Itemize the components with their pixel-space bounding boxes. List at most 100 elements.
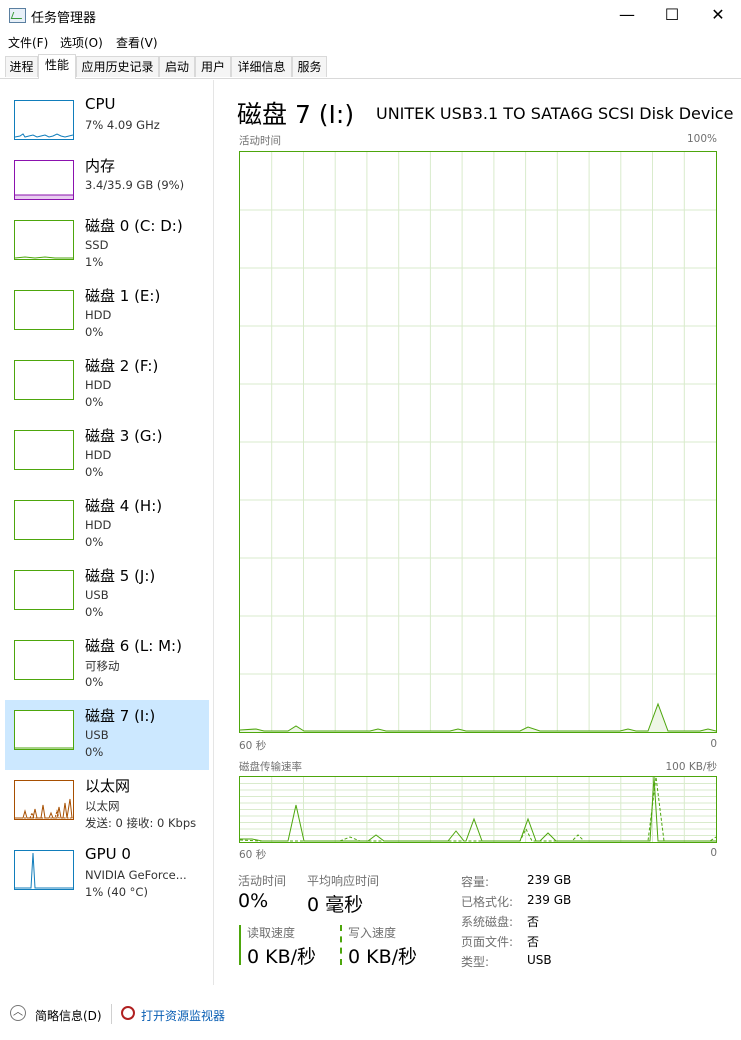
- active-time-graph: [239, 151, 717, 733]
- sidebar-item-usage: 0%: [85, 465, 104, 479]
- sidebar-item-name: 内存: [85, 157, 116, 175]
- sidebar-item-type: SSD: [85, 238, 109, 252]
- active-time-label: 活动时间: [238, 874, 287, 888]
- sidebar-item-disk-4[interactable]: 磁盘 4 (H:) HDD 0%: [5, 490, 209, 560]
- menu-view[interactable]: 查看(V): [116, 36, 158, 50]
- sidebar-item-disk-6[interactable]: 磁盘 6 (L: M:) 可移动 0%: [5, 630, 209, 700]
- fewer-details-link[interactable]: 简略信息(D): [35, 1009, 102, 1023]
- cpu-thumbnail-graph: [14, 100, 74, 140]
- tab-users[interactable]: 用户: [195, 56, 231, 77]
- sidebar-item-name: 磁盘 2 (F:): [85, 357, 159, 375]
- sidebar-item-usage: 1% (40 °C): [85, 885, 148, 899]
- tab-app-history[interactable]: 应用历史记录: [76, 56, 159, 77]
- active-time-graph-time-end: 0: [710, 738, 717, 750]
- write-speed-label: 写入速度: [348, 926, 397, 940]
- sidebar-item-cpu[interactable]: CPU 7% 4.09 GHz: [5, 90, 209, 160]
- sidebar-item-disk-2[interactable]: 磁盘 2 (F:) HDD 0%: [5, 350, 209, 420]
- sidebar-item-disk-1[interactable]: 磁盘 1 (E:) HDD 0%: [5, 280, 209, 350]
- sidebar-item-disk-7[interactable]: 磁盘 7 (I:) USB 0%: [5, 700, 209, 770]
- system-disk-value: 否: [527, 915, 540, 929]
- tab-services[interactable]: 服务: [292, 56, 327, 77]
- bottom-bar: ︿ 简略信息(D) 打开资源监视器: [0, 1000, 741, 1030]
- sidebar-item-type: HDD: [85, 448, 112, 462]
- sidebar-item-type: USB: [85, 588, 109, 602]
- sidebar-item-usage: 0%: [85, 535, 104, 549]
- transfer-rate-graph-time-end: 0: [710, 847, 717, 859]
- disk-7-thumbnail-graph: [14, 710, 74, 750]
- write-speed-value: 0 KB/秒: [348, 946, 418, 968]
- sidebar-item-usage: 0%: [85, 605, 104, 619]
- sidebar-item-gpu-0[interactable]: GPU 0 NVIDIA GeForce... 1% (40 °C): [5, 840, 209, 910]
- formatted-value: 239 GB: [527, 893, 572, 907]
- open-resource-monitor-link[interactable]: 打开资源监视器: [141, 1009, 226, 1023]
- sidebar-item-name: 磁盘 7 (I:): [85, 707, 156, 725]
- sidebar-item-type: HDD: [85, 518, 112, 532]
- transfer-rate-graph: [239, 776, 717, 843]
- sidebar-item-name: 磁盘 1 (E:): [85, 287, 161, 305]
- sidebar-item-name: 磁盘 5 (J:): [85, 567, 156, 585]
- sidebar-item-throughput: 发送: 0 接收: 0 Kbps: [85, 816, 197, 830]
- read-speed-label: 读取速度: [247, 926, 296, 940]
- minimize-button[interactable]: —: [619, 5, 635, 24]
- page-title: 磁盘 7 (I:): [237, 100, 355, 129]
- sidebar-item-disk-0[interactable]: 磁盘 0 (C: D:) SSD 1%: [5, 210, 209, 280]
- tab-performance[interactable]: 性能: [38, 54, 76, 79]
- sidebar-item-name: GPU 0: [85, 845, 131, 863]
- sidebar-item-type: HDD: [85, 308, 112, 322]
- resource-monitor-icon: [121, 1006, 135, 1020]
- page-file-label: 页面文件:: [461, 935, 514, 949]
- sidebar-item-usage: 0%: [85, 395, 104, 409]
- sidebar-item-usage: 1%: [85, 255, 104, 269]
- sidebar-item-model: NVIDIA GeForce...: [85, 868, 187, 882]
- response-time-value: 0 毫秒: [307, 894, 364, 916]
- sidebar-item-ethernet[interactable]: 以太网 以太网 发送: 0 接收: 0 Kbps: [5, 770, 209, 840]
- response-time-label: 平均响应时间: [307, 874, 380, 888]
- system-disk-label: 系统磁盘:: [461, 915, 514, 929]
- sidebar-item-usage: 0%: [85, 325, 104, 339]
- sidebar-item-usage: 0%: [85, 675, 104, 689]
- type-label: 类型:: [461, 955, 490, 969]
- device-name: UNITEK USB3.1 TO SATA6G SCSI Disk Device: [376, 104, 734, 123]
- sidebar-item-disk-5[interactable]: 磁盘 5 (J:) USB 0%: [5, 560, 209, 630]
- chevron-up-icon[interactable]: ︿: [10, 1005, 26, 1021]
- menu-options[interactable]: 选项(O): [60, 36, 103, 50]
- page-file-value: 否: [527, 935, 540, 949]
- formatted-label: 已格式化:: [461, 895, 514, 909]
- ethernet-thumbnail-graph: [14, 780, 74, 820]
- write-speed-indicator: [340, 925, 342, 965]
- disk-5-thumbnail-graph: [14, 570, 74, 610]
- transfer-rate-graph-time-start: 60 秒: [239, 849, 267, 861]
- transfer-rate-graph-max: 100 KB/秒: [665, 761, 717, 773]
- tab-processes[interactable]: 进程: [5, 56, 38, 77]
- disk-3-thumbnail-graph: [14, 430, 74, 470]
- sidebar-item-type: HDD: [85, 378, 112, 392]
- title-bar[interactable]: 任务管理器 — ☐ ✕: [0, 0, 741, 30]
- menu-file[interactable]: 文件(F): [8, 36, 49, 50]
- sidebar-item-detail: 7% 4.09 GHz: [85, 118, 160, 132]
- sidebar-item-usage: 0%: [85, 745, 104, 759]
- task-manager-icon: [9, 8, 26, 23]
- disk-4-thumbnail-graph: [14, 500, 74, 540]
- window-title: 任务管理器: [31, 11, 97, 26]
- active-time-graph-max: 100%: [686, 133, 717, 145]
- maximize-button[interactable]: ☐: [664, 5, 680, 24]
- memory-thumbnail-graph: [14, 160, 74, 200]
- transfer-rate-graph-label: 磁盘传输速率: [239, 761, 302, 773]
- active-time-graph-time-start: 60 秒: [239, 740, 267, 752]
- sidebar-item-type: 以太网: [85, 799, 120, 813]
- close-button[interactable]: ✕: [711, 5, 725, 24]
- tab-details[interactable]: 详细信息: [231, 56, 292, 77]
- sidebar-item-name: 磁盘 0 (C: D:): [85, 217, 183, 235]
- disk-6-thumbnail-graph: [14, 640, 74, 680]
- tab-startup[interactable]: 启动: [159, 56, 195, 77]
- capacity-label: 容量:: [461, 875, 490, 889]
- tab-bar: 进程 性能 应用历史记录 启动 用户 详细信息 服务: [0, 54, 741, 79]
- type-value: USB: [527, 953, 552, 967]
- sidebar-item-disk-3[interactable]: 磁盘 3 (G:) HDD 0%: [5, 420, 209, 490]
- sidebar-item-name: 以太网: [85, 777, 131, 795]
- sidebar-item-name: CPU: [85, 95, 116, 113]
- sidebar-item-memory[interactable]: 内存 3.4/35.9 GB (9%): [5, 150, 209, 220]
- disk-0-thumbnail-graph: [14, 220, 74, 260]
- gpu-thumbnail-graph: [14, 850, 74, 890]
- menu-bar: 文件(F) 选项(O) 查看(V): [0, 30, 741, 52]
